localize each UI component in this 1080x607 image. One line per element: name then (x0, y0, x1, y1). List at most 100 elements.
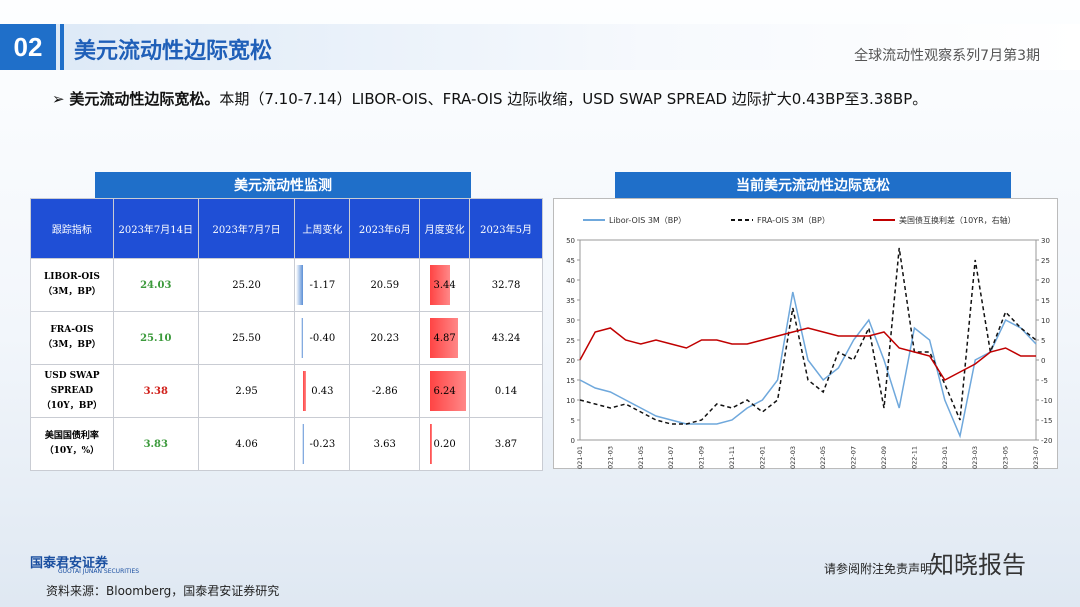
y2-tick-label: -20 (1041, 437, 1052, 445)
table-row: LIBOR-OIS （3M，BP） 24.03 25.20 -1.17 20.59 3.44… (30, 258, 543, 312)
header-cell: 2023年6月 (349, 198, 421, 259)
cell: 32.78 (469, 258, 543, 312)
cell: 0.20 (419, 417, 471, 471)
bullet-text: 本期（7.10-7.14）LIBOR-OIS、FRA-OIS 边际收缩，USD … (219, 90, 928, 108)
data-bar (430, 371, 467, 411)
row-label-line: USD SWAP (44, 370, 100, 381)
cell-value: 6.24 (433, 385, 456, 397)
cell-value: 3.38 (143, 385, 168, 397)
data-bar (430, 318, 459, 358)
cell: 3.63 (349, 417, 421, 471)
cell: 4.06 (197, 417, 296, 471)
x-tick-label: 2023-01 (941, 446, 949, 469)
legend-label: FRA-OIS 3M（BP） (757, 216, 830, 225)
y-tick-label: 20 (566, 357, 575, 365)
series-label: 全球流动性观察系列7月第3期 (854, 48, 1040, 64)
header-cell: 2023年7月14日 (112, 198, 199, 259)
x-tick-label: 2021-11 (728, 446, 736, 469)
x-tick-label: 2021-03 (606, 446, 614, 469)
legend-label: Libor-OIS 3M（BP） (609, 216, 686, 225)
legend-label: 美国债互换利差（10YR，右轴） (899, 215, 1016, 225)
cell-value: 4.06 (235, 438, 258, 450)
cell-value: 24.03 (140, 279, 172, 291)
x-tick-label: 2021-07 (667, 446, 675, 469)
row-label-line: （3M，BP） (43, 287, 101, 297)
row-label: LIBOR-OIS （3M，BP） (30, 258, 114, 312)
table-row: USD SWAP SPREAD （10Y，BP） 3.38 2.95 0.43 -2.86 6… (30, 364, 543, 418)
cell-value: 3.87 (494, 438, 518, 450)
data-bar (303, 371, 307, 411)
x-tick-label: 2022-09 (880, 446, 888, 469)
cell-value: -0.40 (309, 332, 336, 344)
row-label: FRA-OIS （3M，BP） (30, 311, 114, 365)
y2-tick-label: 10 (1041, 317, 1050, 325)
bullet-lead: 美元流动性边际宽松。 (69, 90, 220, 108)
cell: 24.03 (112, 258, 199, 312)
data-bar (430, 424, 432, 464)
disclaimer: 请参阅附注免责声明 (824, 562, 933, 576)
watermark: 知晓报告 (930, 551, 1026, 579)
table-title: 美元流动性监测 (95, 172, 471, 198)
cell-value: 43.24 (491, 332, 521, 344)
row-label-line: FRA-OIS (50, 325, 94, 335)
series-line (579, 247, 1037, 425)
row-label: 美国国债利率 （10Y，%） (30, 417, 114, 471)
bullet: ➢ 美元流动性边际宽松。本期（7.10-7.14）LIBOR-OIS、FRA-O… (52, 90, 928, 108)
cell-value: 3.83 (143, 438, 168, 450)
cell: 3.87 (469, 417, 543, 471)
series-line (579, 327, 1036, 381)
cell-value: 25.10 (140, 332, 172, 344)
y2-tick-label: 30 (1041, 237, 1050, 245)
y2-tick-label: 20 (1041, 277, 1050, 285)
series-line (579, 291, 1037, 439)
y-tick-label: 50 (566, 237, 575, 245)
cell-value: 2.95 (235, 385, 258, 397)
y-tick-label: 0 (571, 437, 575, 445)
chart-title: 当前美元流动性边际宽松 (615, 172, 1011, 198)
y2-tick-label: 15 (1041, 297, 1050, 305)
header-band (0, 24, 1080, 70)
cell: 25.10 (112, 311, 199, 365)
cell-value: 25.20 (232, 279, 261, 291)
y2-tick-label: 25 (1041, 257, 1050, 265)
header-cell: 2023年7月7日 (197, 198, 296, 259)
cell: 20.23 (349, 311, 421, 365)
y-tick-label: 25 (566, 337, 575, 345)
cell: 25.50 (197, 311, 296, 365)
y-tick-label: 40 (566, 277, 575, 285)
cell: -2.86 (349, 364, 421, 418)
section-number: 02 (0, 24, 56, 70)
cell-value: 3.44 (433, 279, 456, 291)
cell: 43.24 (469, 311, 543, 365)
cell-value: 32.78 (491, 279, 521, 291)
header-title: 美元流动性边际宽松 (74, 39, 273, 64)
header-cell: 上周变化 (294, 198, 351, 259)
y2-tick-label: 0 (1041, 357, 1045, 365)
cell-value: 0.14 (494, 385, 518, 397)
cell: 3.44 (419, 258, 471, 312)
y-tick-label: 45 (566, 257, 575, 265)
header-cell: 2023年5月 (469, 198, 543, 259)
table: 跟踪指标 2023年7月14日 2023年7月7日 上周变化 2023年6月 月度变化 20… (30, 198, 543, 471)
cell: 3.83 (112, 417, 199, 471)
y-tick-label: 10 (566, 397, 575, 405)
cell: -0.23 (294, 417, 351, 471)
cell-value: 4.87 (433, 332, 456, 344)
y-tick-label: 30 (566, 317, 575, 325)
cell-value: -2.86 (371, 385, 398, 397)
divider (60, 24, 64, 70)
row-label-line: （10Y，%） (44, 446, 100, 456)
table-row: 美国国债利率 （10Y，%） 3.83 4.06 -0.23 3.63 0.20 3.87 (30, 417, 543, 471)
cell: 0.14 (469, 364, 543, 418)
header-cell: 月度变化 (419, 198, 471, 259)
y-tick-label: 15 (566, 377, 575, 385)
source: 资料来源：Bloomberg，国泰君安证券研究 (46, 584, 280, 598)
row-label-line: SPREAD (50, 385, 94, 396)
x-tick-label: 2023-03 (971, 446, 979, 469)
chart: 05101520253035404550-20-15-10-5051015202… (566, 215, 1052, 469)
data-bar (302, 424, 304, 464)
x-tick-label: 2022-05 (819, 446, 827, 469)
cell: 4.87 (419, 311, 471, 365)
row-label: USD SWAP SPREAD （10Y，BP） (30, 364, 114, 418)
cell: 3.38 (112, 364, 199, 418)
